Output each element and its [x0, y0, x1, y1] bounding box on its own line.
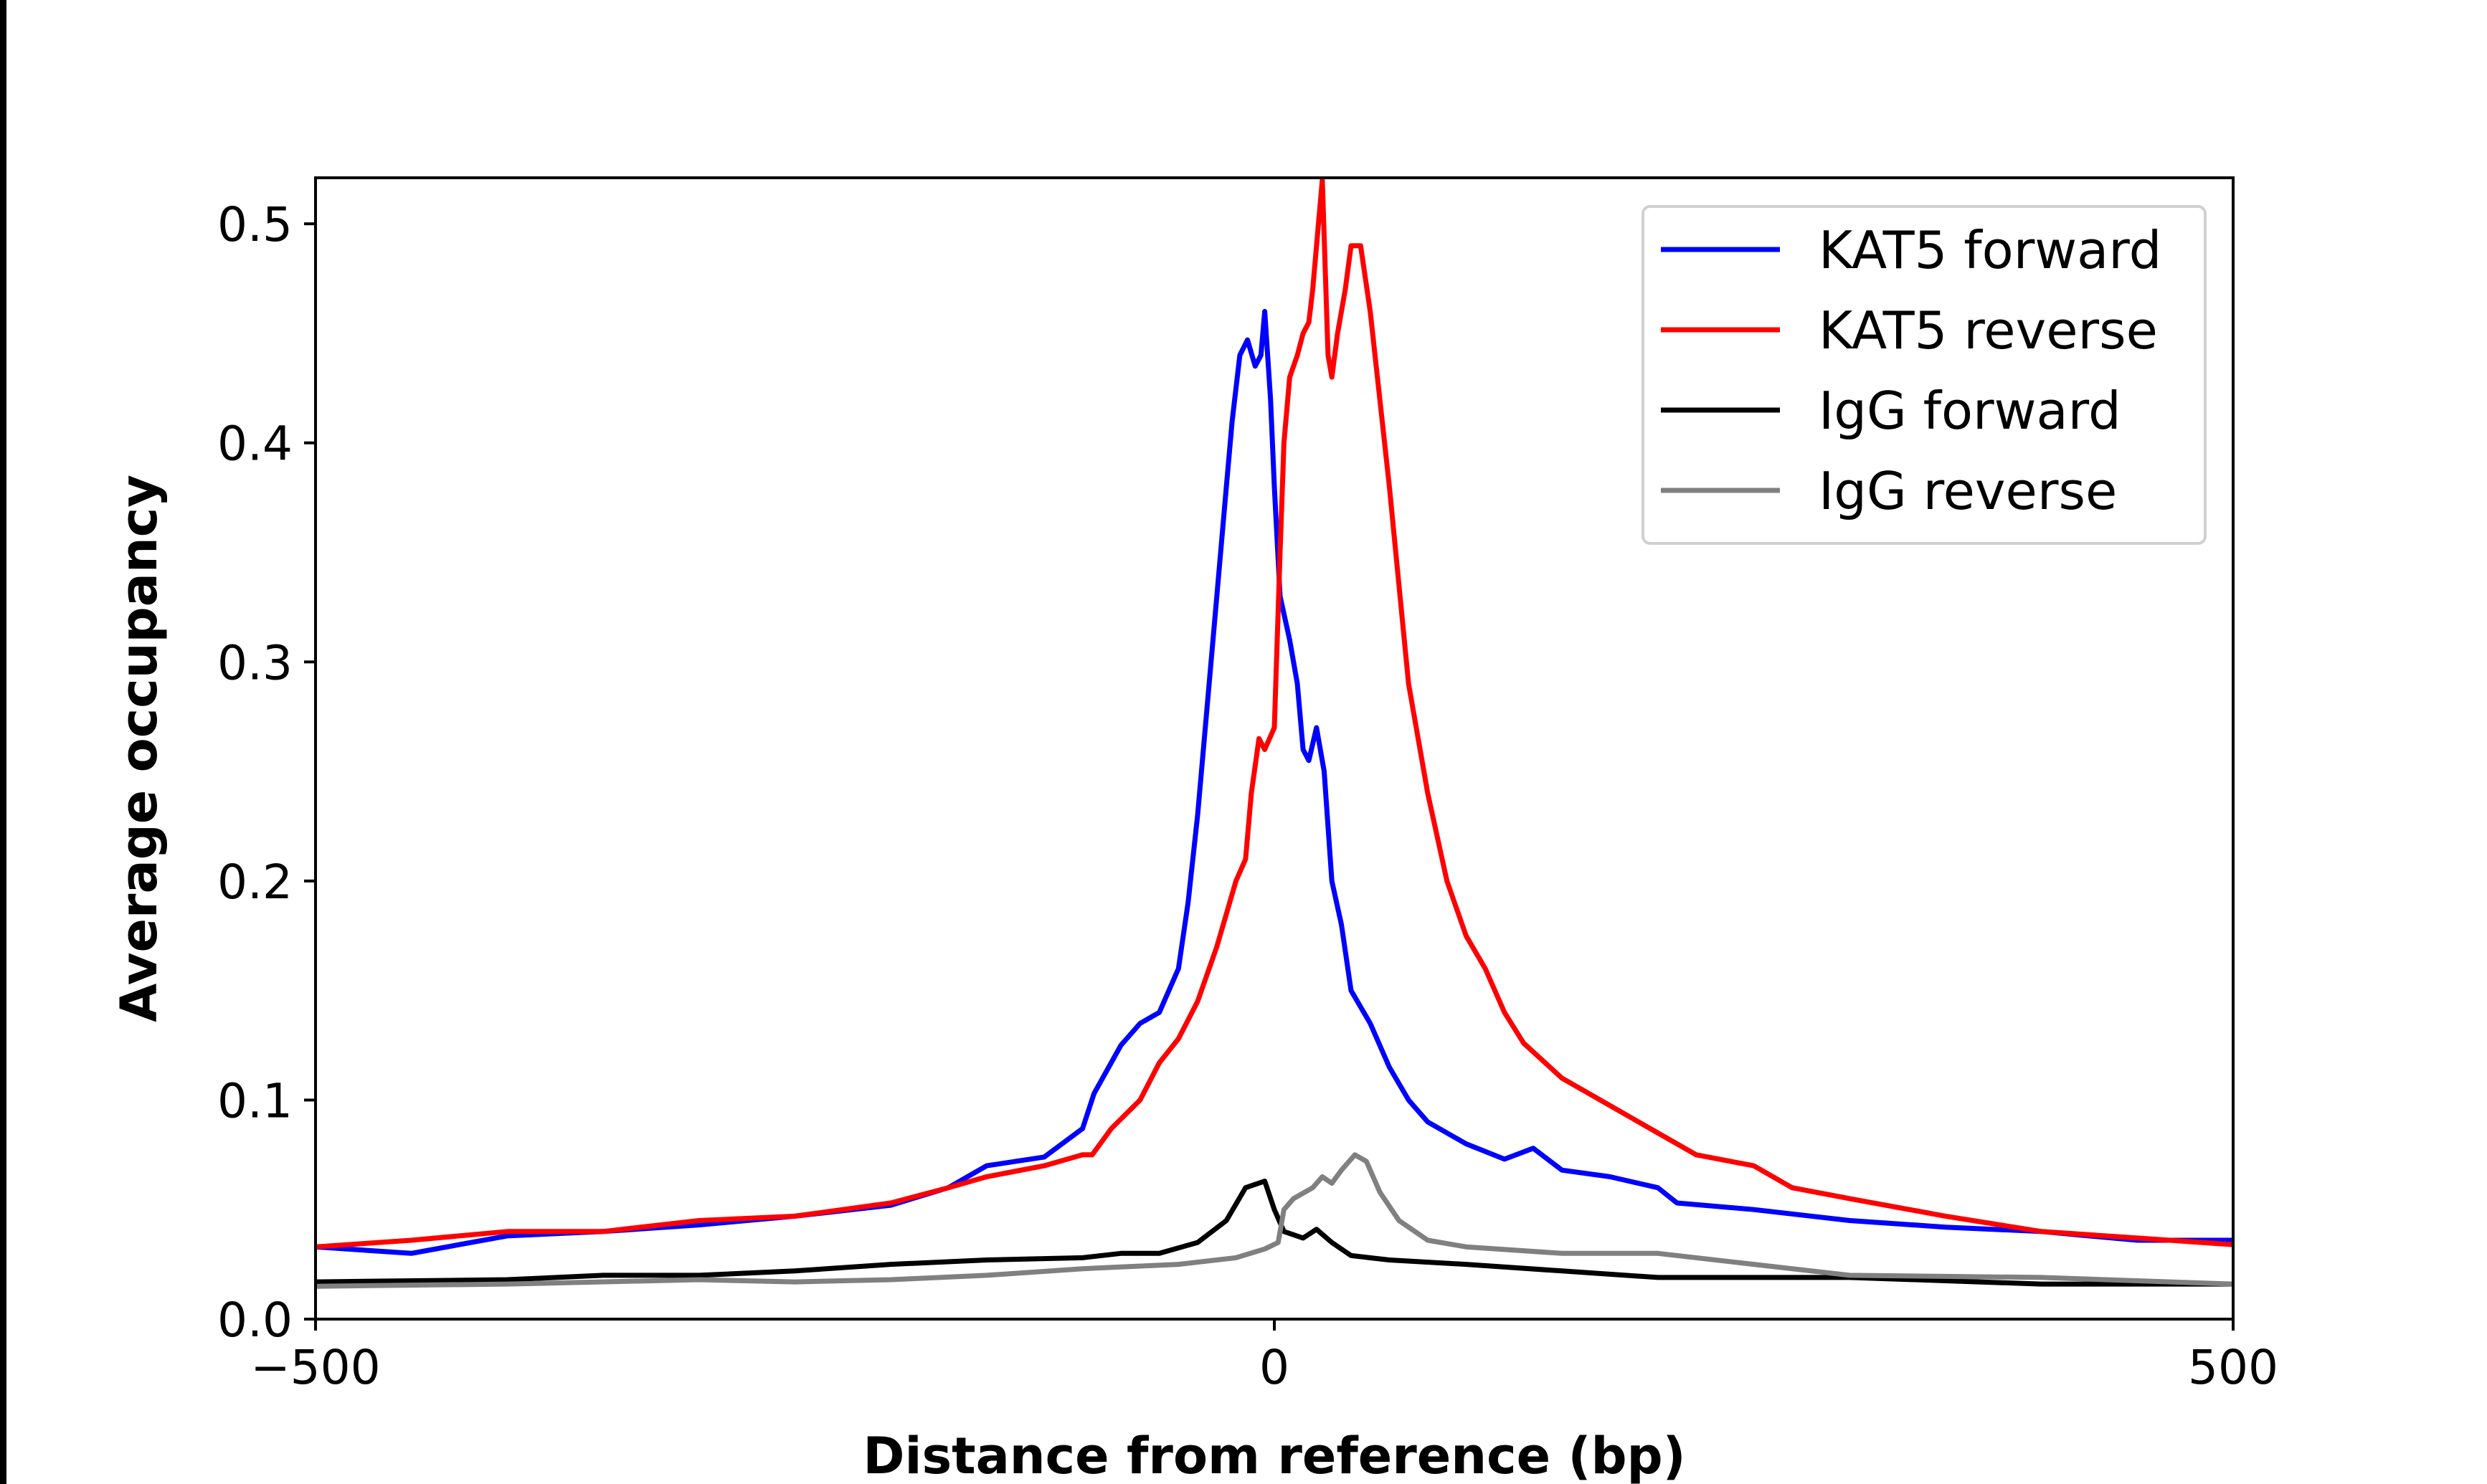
y-tick-label: 0.0 — [217, 1293, 293, 1348]
series-line-kat5-reverse — [316, 178, 2233, 1250]
legend-box — [1642, 205, 2207, 545]
series-line-igg-forward — [316, 1179, 2233, 1287]
axis-ticks: −500 0 500 0.0 0.1 0.2 0.3 0.4 0.5 — [217, 197, 2278, 1395]
legend-label: IgG forward — [1819, 381, 2121, 441]
series-line-igg-reverse — [316, 1152, 2233, 1289]
series-lines — [316, 178, 2233, 1289]
legend-label: KAT5 reverse — [1819, 300, 2158, 361]
legend-label: IgG reverse — [1819, 461, 2117, 521]
x-tick-label: 0 — [1259, 1340, 1289, 1395]
legend: KAT5 forward KAT5 reverse IgG forward IgG r… — [1642, 205, 2207, 545]
x-tick-label: 500 — [2188, 1340, 2278, 1395]
y-axis-label: Average occupancy — [110, 475, 169, 1022]
y-tick-label: 0.2 — [217, 855, 293, 910]
left-border — [0, 0, 6, 1484]
y-tick-label: 0.4 — [217, 417, 293, 472]
y-tick-label: 0.5 — [217, 197, 293, 252]
x-tick-label: −500 — [250, 1340, 380, 1395]
legend-label: KAT5 forward — [1819, 220, 2161, 280]
series-line-kat5-forward — [316, 308, 2233, 1256]
y-tick-label: 0.3 — [217, 635, 293, 690]
x-axis-label: Distance from reference (bp) — [863, 1427, 1685, 1484]
y-tick-label: 0.1 — [217, 1073, 293, 1128]
